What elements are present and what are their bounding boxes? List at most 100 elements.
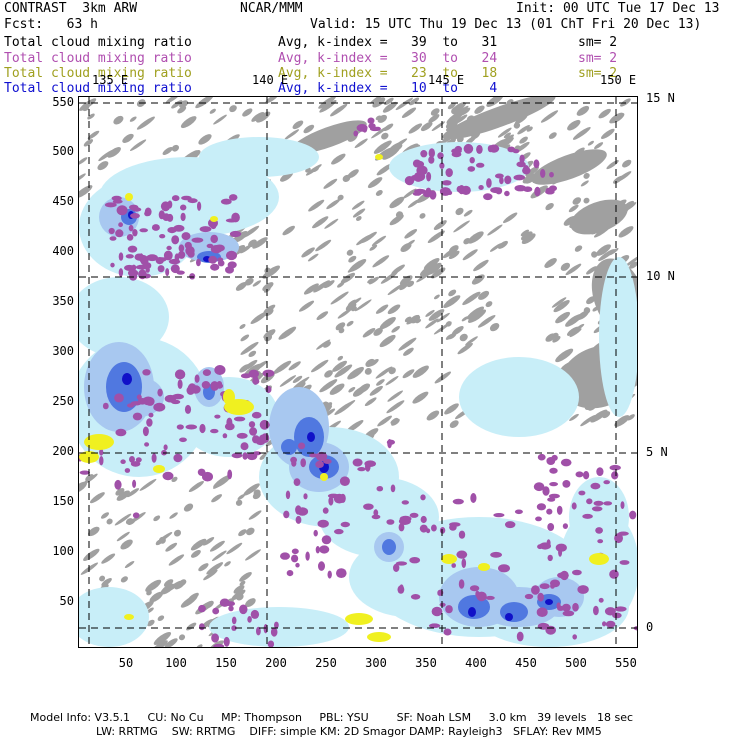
high-cloud-streak: [288, 361, 301, 371]
mid-cloud-spot: [170, 264, 180, 274]
mid-cloud-spot: [217, 257, 224, 263]
high-cloud-streak: [253, 360, 268, 371]
high-cloud-streak: [576, 105, 590, 116]
mid-cloud-spot: [291, 460, 297, 467]
mid-cloud-spot: [545, 187, 552, 193]
mid-cloud-spot: [305, 551, 310, 561]
mid-cloud-spot: [151, 453, 157, 463]
mid-cloud-spot: [533, 159, 540, 169]
mid-cloud-spot: [242, 452, 248, 460]
mid-cloud-spot: [313, 529, 318, 537]
high-cloud-streak: [239, 571, 252, 582]
high-cloud-streak: [101, 578, 112, 587]
mid-cloud-spot: [593, 605, 599, 616]
high-cloud-streak: [601, 128, 615, 139]
mid-cloud-spot: [398, 517, 411, 525]
high-cloud-streak: [369, 244, 378, 251]
high-cloud-streak: [598, 249, 615, 262]
high-cloud-streak: [519, 136, 528, 144]
high-cloud-streak: [555, 311, 571, 324]
mid-cloud-spot: [187, 250, 195, 258]
high-cloud-streak: [164, 638, 178, 647]
high-cloud-streak: [313, 280, 330, 293]
mid-cloud-spot: [611, 471, 619, 480]
high-cloud-streak: [239, 580, 246, 586]
mid-cloud-spot: [201, 381, 211, 389]
mid-cloud-spot: [447, 190, 453, 195]
high-cloud-streak: [79, 157, 88, 165]
field-sm-1: sm= 2: [578, 35, 618, 50]
mid-cloud-spot: [452, 498, 464, 505]
high-cloud-streak: [375, 366, 393, 379]
mid-cloud-spot: [130, 461, 141, 467]
y-tick-400: 400: [52, 244, 74, 258]
mid-cloud-spot: [397, 585, 405, 594]
mid-cloud-spot: [286, 570, 294, 577]
mid-cloud-spot: [548, 493, 560, 499]
high-cloud-streak: [246, 527, 255, 536]
mid-cloud-spot: [445, 168, 453, 178]
high-cloud-streak: [398, 337, 417, 351]
high-cloud-streak: [298, 300, 315, 312]
high-cloud-streak: [198, 563, 209, 572]
mid-cloud-spot: [531, 585, 540, 595]
high-cloud-streak: [389, 196, 405, 209]
high-cloud-streak: [371, 235, 387, 247]
high-cloud-streak: [303, 124, 315, 134]
high-cloud-streak: [467, 309, 487, 323]
high-cloud-streak: [83, 139, 94, 147]
mid-cloud-spot: [280, 552, 290, 560]
mid-cloud-spot: [163, 444, 168, 451]
high-cloud-streak: [608, 248, 619, 256]
mid-cloud-spot: [247, 616, 252, 623]
high-cloud-patch: [570, 199, 628, 235]
mid-cloud-spot: [128, 224, 134, 232]
high-cloud-streak: [136, 116, 155, 130]
mid-cloud-spot: [513, 174, 526, 181]
mid-cloud-spot: [522, 166, 531, 175]
high-cloud-streak: [87, 113, 95, 120]
mid-cloud-spot: [571, 502, 577, 510]
mid-cloud-spot: [537, 592, 544, 602]
high-cloud-streak: [451, 106, 460, 115]
mid-cloud-spot: [215, 383, 224, 389]
high-cloud-streak: [415, 319, 422, 324]
mid-cloud-spot: [323, 459, 332, 464]
high-cloud-streak: [114, 513, 132, 526]
mid-cloud-spot: [132, 479, 137, 488]
high-cloud-streak: [501, 134, 515, 144]
high-cloud-streak: [552, 336, 561, 343]
high-cloud-streak: [312, 167, 319, 173]
high-cloud-streak: [326, 199, 341, 210]
mid-cloud-spot: [142, 426, 149, 437]
high-cloud-streak: [385, 376, 399, 386]
mid-cloud-spot: [537, 622, 550, 630]
mid-cloud-spot: [309, 453, 318, 458]
mid-cloud-spot: [176, 424, 184, 430]
mid-cloud-spot: [507, 146, 516, 153]
high-cloud-streak: [368, 276, 380, 285]
high-cloud-streak: [591, 251, 598, 258]
mid-cloud-spot: [590, 482, 601, 490]
high-cloud-streak: [580, 415, 596, 427]
mid-cloud-spot: [135, 457, 142, 463]
mid-cloud-spot: [231, 616, 237, 625]
high-cloud-streak: [548, 132, 557, 139]
mid-cloud-spot: [488, 144, 500, 153]
high-cloud-streak: [569, 328, 582, 338]
shallow-cloud-spot: [320, 473, 328, 481]
shallow-cloud-spot: [223, 389, 235, 405]
high-cloud-streak: [129, 116, 137, 122]
mid-cloud-spot: [291, 554, 299, 563]
high-cloud-streak: [357, 383, 371, 394]
high-cloud-streak: [122, 133, 134, 143]
mid-cloud-spot: [340, 521, 350, 528]
high-cloud-streak: [319, 379, 338, 393]
mid-cloud-spot: [445, 605, 453, 614]
mid-cloud-spot: [300, 458, 306, 468]
high-cloud-streak: [399, 283, 409, 291]
mid-cloud-spot: [184, 241, 192, 249]
mid-cloud-spot: [423, 191, 432, 198]
lon-label-135: 135 E: [92, 73, 129, 87]
high-cloud-streak: [525, 166, 540, 177]
